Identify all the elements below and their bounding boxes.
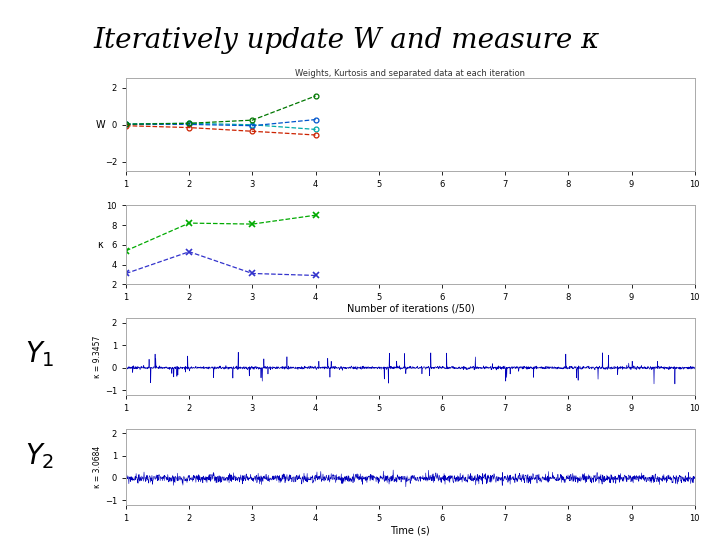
Y-axis label: κ: κ xyxy=(97,240,103,250)
Y-axis label: W: W xyxy=(96,120,105,130)
Text: $Y_1$: $Y_1$ xyxy=(24,339,55,369)
X-axis label: Number of iterations (/50): Number of iterations (/50) xyxy=(346,303,474,314)
X-axis label: Time (s): Time (s) xyxy=(390,526,431,536)
Text: Iteratively update W and measure κ: Iteratively update W and measure κ xyxy=(94,27,600,54)
Title: Weights, Kurtosis and separated data at each iteration: Weights, Kurtosis and separated data at … xyxy=(295,69,526,78)
Text: $Y_2$: $Y_2$ xyxy=(25,441,54,471)
Y-axis label: κ = 3.0684: κ = 3.0684 xyxy=(93,446,102,488)
Y-axis label: κ = 9.3457: κ = 9.3457 xyxy=(93,335,102,377)
